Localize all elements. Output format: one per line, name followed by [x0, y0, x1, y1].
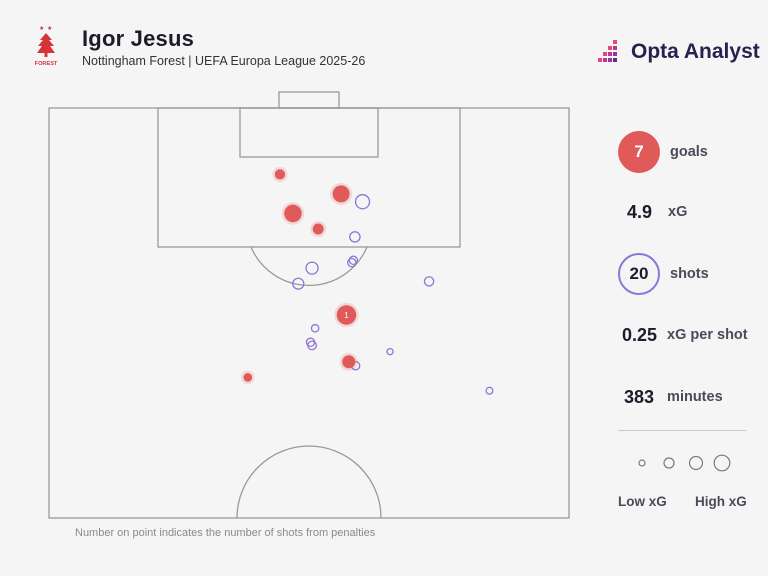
goal-point [243, 373, 253, 382]
legend-size-circle [688, 455, 704, 471]
stat-goals: 7 goals [618, 130, 708, 174]
opta-logo-icon [598, 40, 617, 62]
stat-shots: 20 shots [618, 252, 709, 296]
xg-per-shot-value: 0.25 [622, 324, 658, 345]
goal-point [284, 204, 302, 223]
svg-text:FOREST: FOREST [35, 61, 58, 67]
goals-layer: 1 [241, 166, 359, 385]
svg-text:★: ★ [39, 25, 44, 32]
goal-point [312, 223, 324, 235]
shots-label: shots [670, 266, 709, 282]
goal-point [332, 185, 350, 203]
minutes-label: minutes [667, 389, 723, 405]
goal-point [342, 355, 356, 369]
shot-point [423, 276, 435, 287]
page-title: Igor Jesus [82, 26, 195, 51]
penalty-count-label: 1 [344, 311, 349, 320]
brand-logo: Opta Analyst [598, 38, 760, 68]
shot-point [347, 257, 357, 268]
goals-value: 7 [618, 131, 660, 173]
xg-label: xG [668, 204, 688, 220]
penalty-box [157, 107, 461, 248]
legend-low-label: Low xG [618, 494, 667, 509]
shot-point [386, 347, 394, 356]
footnote: Number on point indicates the number of … [75, 527, 376, 539]
shot-point [305, 261, 319, 275]
shot-point [348, 255, 359, 266]
goal-point [274, 169, 286, 180]
legend-size-circle [663, 457, 675, 469]
shot-point [354, 194, 371, 210]
shot-point [310, 323, 320, 333]
pitch-outline [48, 107, 570, 519]
stat-xg: 4.9 xG [618, 190, 687, 234]
brand-name: Opta Analyst [631, 40, 760, 63]
pitch-lines [48, 91, 570, 519]
center-circle [236, 445, 382, 519]
shot-point [307, 340, 317, 351]
six-yard-box [239, 107, 379, 158]
shot-point [349, 231, 361, 243]
club-crest-icon: ★ ★ FOREST [35, 25, 58, 67]
page-subtitle: Nottingham Forest | UEFA Europa League 2… [82, 54, 366, 68]
xg-per-shot-label: xG per shot [667, 327, 748, 343]
shots-value: 20 [618, 253, 660, 295]
shot-point [485, 386, 494, 395]
legend-size-circle [713, 454, 731, 472]
goal-frame [278, 91, 340, 109]
legend-size-circle [638, 459, 646, 467]
shots-layer [292, 194, 494, 395]
xg-size-legend [638, 454, 731, 472]
stat-minutes: 383 minutes [618, 375, 723, 419]
goals-label: goals [670, 144, 708, 160]
legend-high-label: High xG [695, 494, 747, 509]
svg-text:★: ★ [47, 25, 52, 32]
xg-value: 4.9 [627, 201, 653, 222]
stats-divider [618, 430, 746, 431]
stat-xg-per-shot: 0.25 xG per shot [618, 313, 748, 357]
minutes-value: 383 [624, 386, 655, 407]
shot-point [292, 277, 305, 290]
goal-point [336, 305, 357, 325]
